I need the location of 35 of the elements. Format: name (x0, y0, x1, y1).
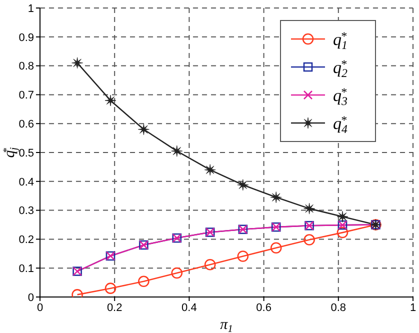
point (270, 192, 282, 203)
point (237, 250, 249, 262)
y-tick-label: 0 (28, 292, 34, 304)
x-tick-label: 1 (410, 302, 416, 314)
point (204, 164, 216, 176)
y-tick-label: 0.8 (18, 60, 34, 73)
y-tick-label: 0.6 (18, 118, 34, 131)
point (204, 258, 216, 270)
point (270, 242, 282, 254)
point (138, 276, 150, 288)
y-tick-label: 1 (28, 2, 34, 15)
point (304, 202, 316, 214)
point (138, 124, 150, 136)
point (171, 267, 183, 279)
point (237, 179, 249, 191)
x-tick-label: 0.6 (256, 302, 272, 314)
y-tick-label: 0.2 (18, 234, 34, 246)
point (304, 234, 315, 246)
x-tick-label: 0 (36, 302, 44, 314)
y-tick-label: 0.7 (18, 90, 34, 102)
x-tick-label: 0.2 (106, 302, 122, 314)
y-tick-label: 0.3 (18, 205, 34, 218)
point (336, 226, 348, 238)
y-tick-label: 0.5 (18, 147, 34, 160)
y-tick-label: 0.4 (18, 176, 34, 188)
y-tick-label: 0.1 (18, 263, 34, 276)
x-axis-title: π$_{1}$ (220, 317, 233, 333)
point (72, 57, 83, 69)
point (104, 94, 116, 106)
y-tick-label: 0.9 (18, 32, 34, 44)
x-tick-label: 0.8 (330, 302, 346, 314)
point (171, 145, 183, 157)
point (336, 210, 348, 222)
x-tick-label: 0.4 (182, 302, 197, 314)
point (104, 282, 116, 294)
